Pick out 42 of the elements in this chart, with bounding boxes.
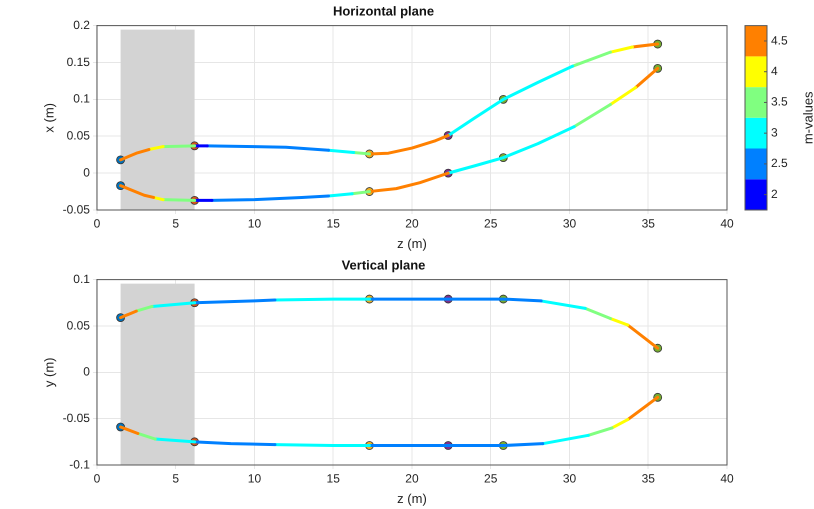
x-axis-title: z (m) (397, 236, 427, 251)
y-axis-title: x (m) (41, 102, 56, 133)
y-tick-label: -0.05 (62, 202, 90, 216)
x-tick-label: 5 (172, 216, 180, 231)
x-tick-label: 35 (642, 216, 656, 231)
y-tick-label: -0.05 (62, 410, 90, 425)
color-bar-label: 3.5 (771, 94, 788, 109)
y-tick-label: 0.1 (73, 92, 90, 106)
x-tick-label: 30 (562, 472, 576, 486)
x-tick-label: 40 (720, 216, 734, 231)
x-tick-label: 5 (172, 472, 180, 486)
y-tick-label: 0 (83, 364, 90, 379)
color-bar-label: 2 (771, 186, 778, 201)
x-tick-label: 15 (326, 472, 340, 486)
x-tick-label: 0 (94, 216, 101, 231)
x-tick-label: 25 (484, 472, 498, 486)
y-tick-label: 0 (83, 165, 90, 180)
color-bar-label: 4.5 (771, 33, 788, 48)
x-tick-label: 35 (642, 472, 656, 486)
x-tick-label: 20 (405, 216, 419, 231)
x-tick-label: 10 (248, 472, 262, 486)
color-bar-title: m-values (800, 90, 814, 144)
y-tick-label: 0.05 (66, 128, 90, 143)
color-bar-label: 3 (771, 125, 778, 140)
y-tick-label: 0.1 (73, 272, 90, 286)
x-axis-title: z (m) (397, 490, 427, 506)
x-tick-label: 25 (484, 216, 498, 231)
x-tick-label: 15 (326, 216, 340, 231)
color-bar-label: 2.5 (771, 156, 788, 170)
y-tick-label: 0.05 (66, 318, 90, 332)
color-bar-label: 4 (771, 64, 778, 78)
y-tick-label: 0.15 (66, 54, 90, 69)
chart-title: Horizontal plane (332, 3, 434, 18)
x-tick-label: 40 (720, 472, 734, 486)
chart-title: Vertical plane (342, 257, 426, 272)
y-axis-title: y (m) (41, 357, 56, 388)
x-tick-label: 0 (94, 472, 101, 486)
x-tick-label: 20 (405, 472, 419, 486)
y-tick-label: -0.1 (69, 457, 90, 472)
x-tick-label: 30 (562, 216, 576, 231)
y-tick-label: 0.2 (73, 18, 90, 32)
x-tick-label: 10 (248, 216, 262, 231)
